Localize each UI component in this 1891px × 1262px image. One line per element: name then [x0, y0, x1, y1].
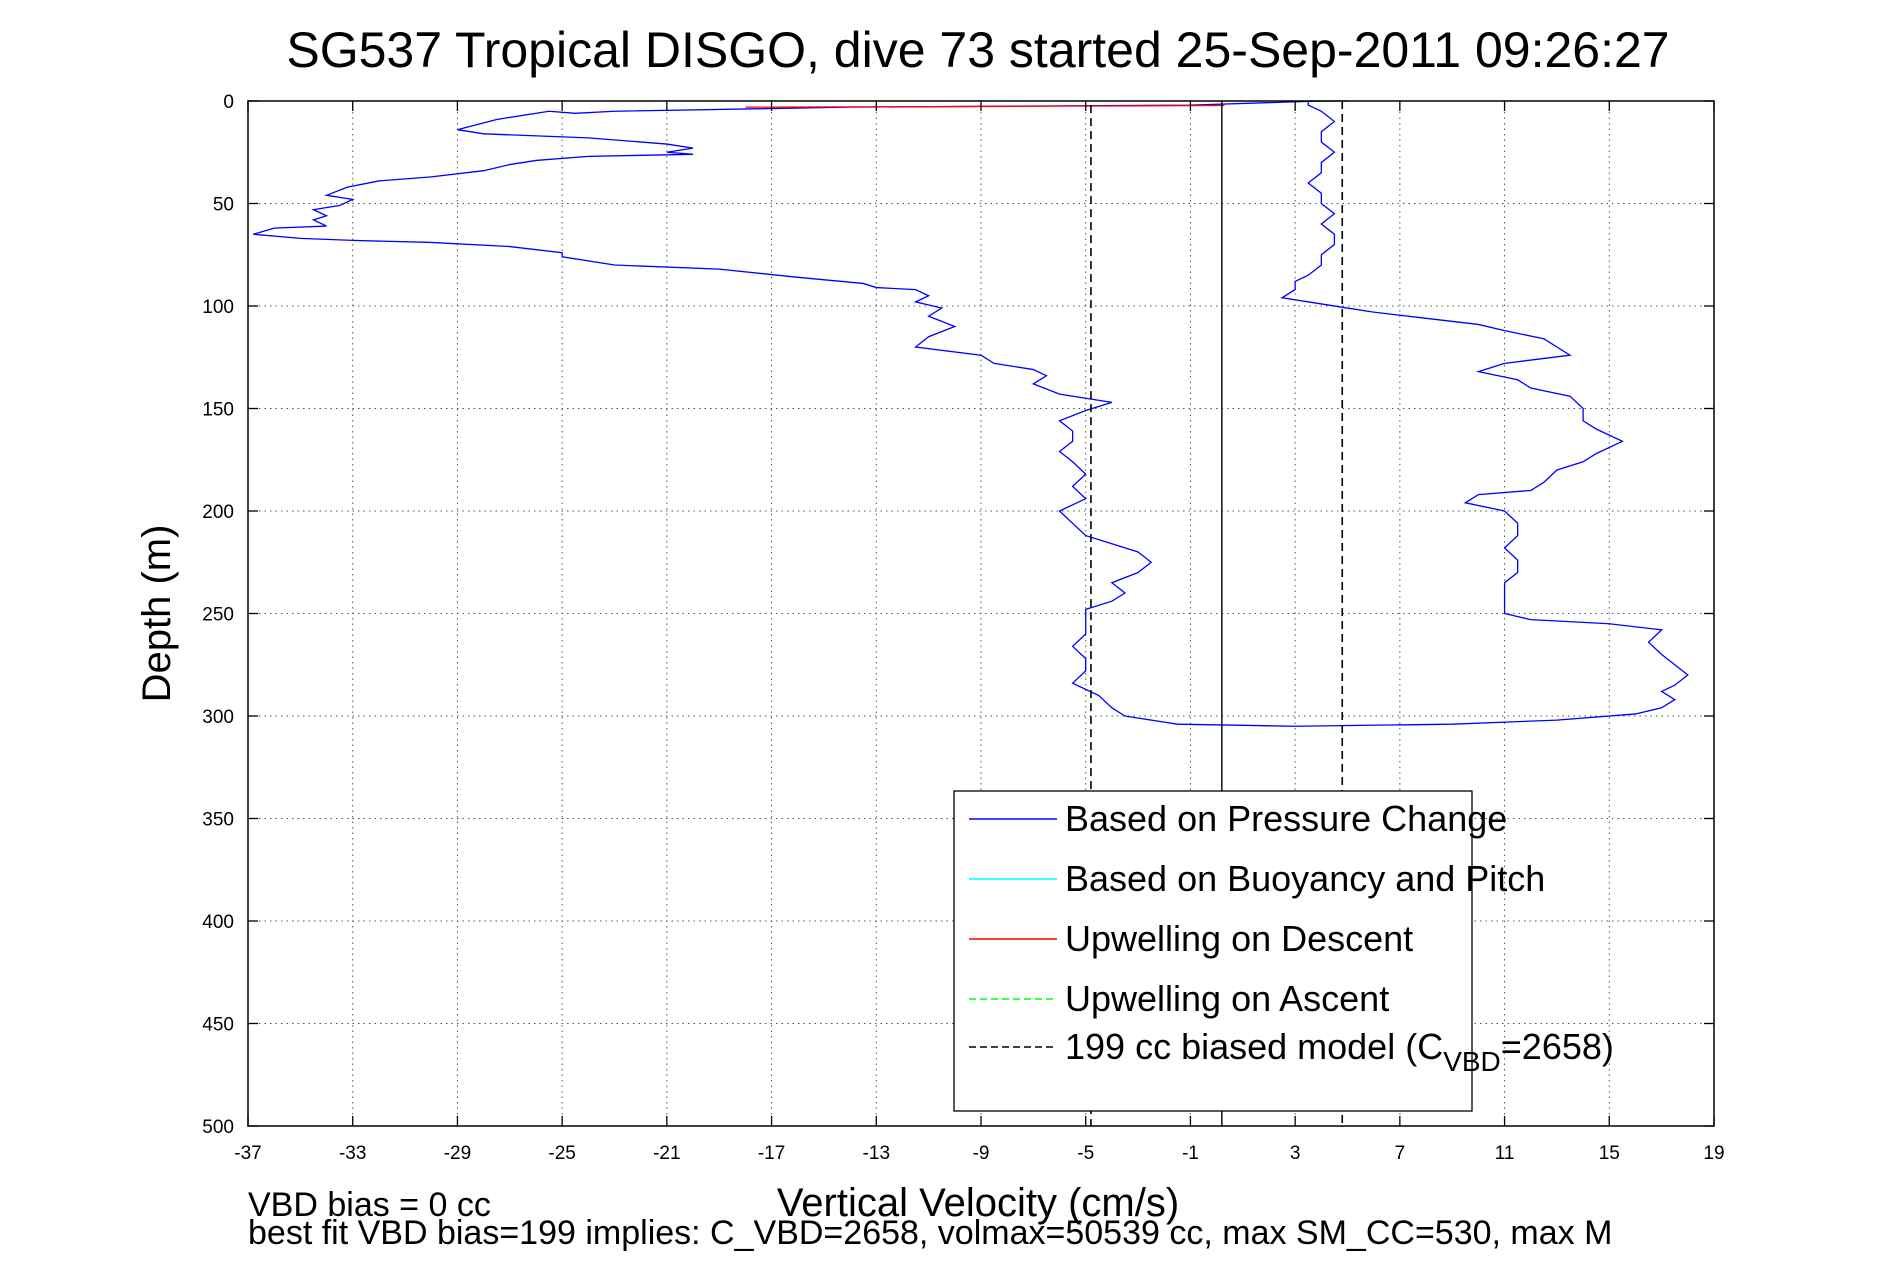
y-tick-label: 250: [202, 605, 234, 626]
x-tick-label: 3: [1290, 1143, 1301, 1164]
x-tick-label: -1: [1182, 1143, 1199, 1164]
x-tick-label: 19: [1703, 1143, 1724, 1164]
x-tick-label: -29: [444, 1143, 471, 1164]
x-axis-label: Vertical Velocity (cm/s): [777, 1181, 1179, 1225]
y-tick-label: 200: [202, 502, 234, 523]
x-tick-label: 11: [1495, 1143, 1515, 1164]
x-tick-label: -33: [339, 1143, 366, 1164]
legend-label: Based on Pressure Change: [1065, 798, 1507, 839]
legend-box: [953, 790, 1473, 1112]
axes: [247, 100, 1715, 1127]
y-tick-label: 300: [202, 707, 234, 728]
chart-title: SG537 Tropical DISGO, dive 73 started 25…: [286, 22, 1669, 78]
x-tick-label: 15: [1599, 1143, 1620, 1164]
series-line: Based on Pressure Change (descent): [253, 100, 1322, 725]
y-tick-label: 50: [213, 195, 234, 216]
y-tick-label: 400: [202, 912, 234, 933]
legend-items: Based on Pressure Change Based on Buoyanc…: [969, 798, 1614, 1077]
x-tick-label: -21: [653, 1143, 680, 1164]
x-tick-label: 7: [1395, 1143, 1406, 1164]
x-tick-label: -9: [973, 1143, 990, 1164]
x-tick-label: -5: [1077, 1143, 1094, 1164]
y-tick-label: 150: [202, 400, 234, 421]
legend-label-subscript: VBD: [1443, 1046, 1501, 1077]
x-tick-label: -13: [863, 1143, 890, 1164]
footer-bias-line: VBD bias = 0 cc: [248, 1186, 491, 1224]
legend-label: Upwelling on Descent: [1065, 918, 1413, 959]
x-tick-label: -17: [758, 1143, 785, 1164]
y-tick-label: 500: [202, 1117, 234, 1138]
legend-label: Upwelling on Ascent: [1065, 978, 1389, 1019]
y-tick-label: 100: [202, 297, 234, 318]
legend-label: 199 cc biased model (CVBD=2658): [1065, 1026, 1614, 1077]
x-tick-label: -37: [234, 1143, 261, 1164]
x-tick-label: -25: [548, 1143, 575, 1164]
legend: Based on Pressure Change Based on Buoyanc…: [953, 790, 1614, 1112]
legend-label: Based on Buoyancy and Pitch: [1065, 858, 1545, 899]
y-axis-label: Depth (m): [135, 525, 179, 703]
y-tick-label: 450: [202, 1015, 234, 1036]
y-tick-label: 0: [223, 92, 234, 113]
x-tick-labels: -37 -33 -29 -25 -21 -17 -13 -9 -5 -1 3 7 11 15 19: [234, 1143, 1724, 1164]
y-tick-labels: 0 50 100 150 200 250 300 350 400 450 500: [202, 92, 234, 1138]
y-tick-label: 350: [202, 810, 234, 831]
footer-fit-line: best fit VBD bias=199 implies: C_VBD=265…: [248, 1214, 1612, 1252]
series-line: Based on Pressure Change (ascent): [1177, 100, 1689, 727]
